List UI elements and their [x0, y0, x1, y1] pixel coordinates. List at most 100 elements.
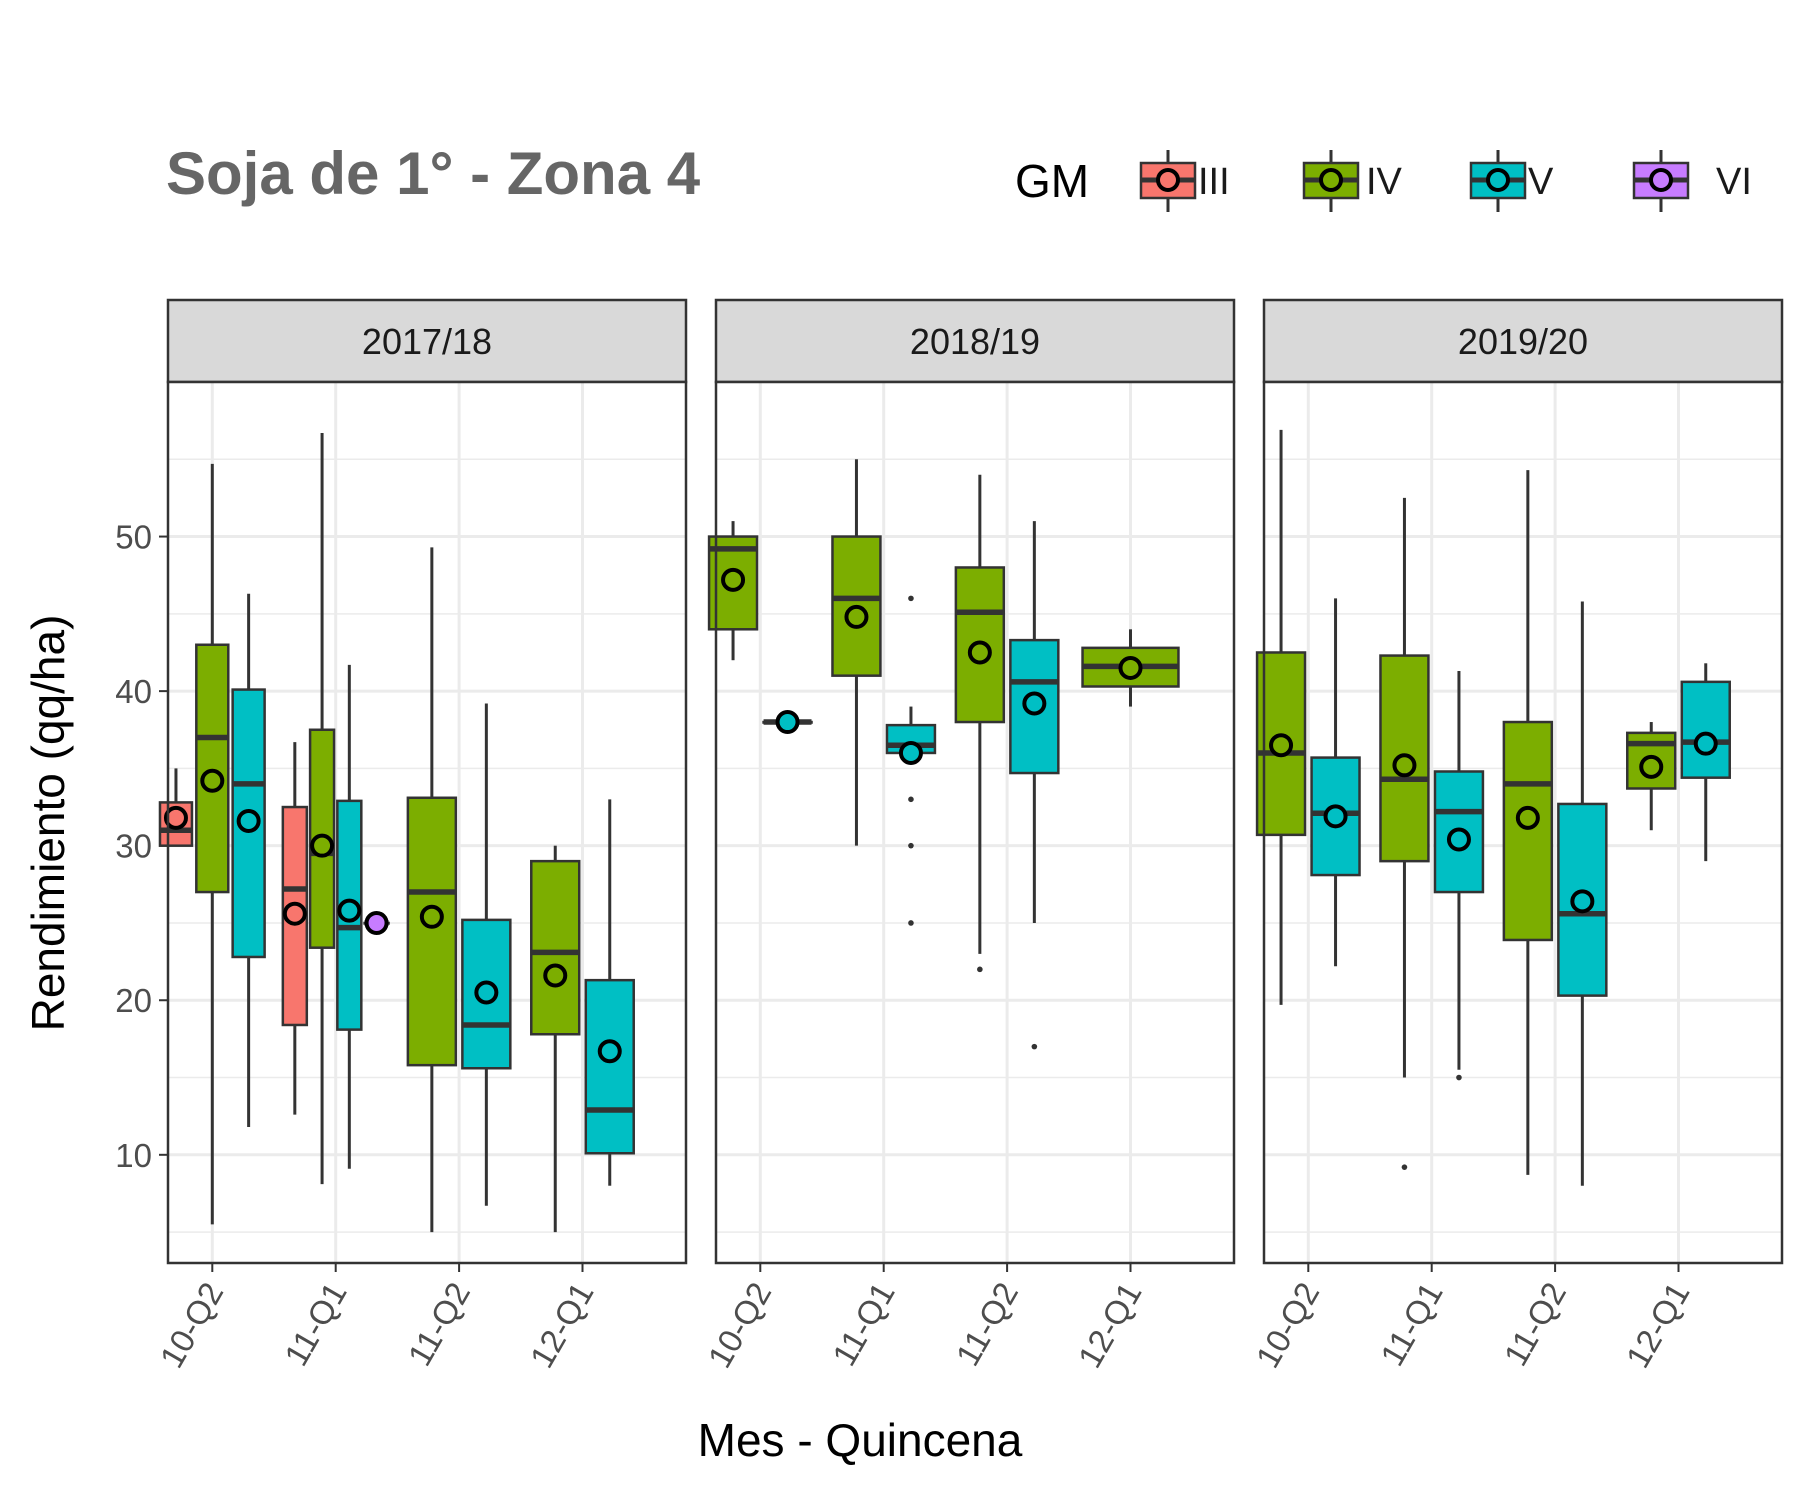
facet-strip-label: 2019/20 [1458, 321, 1588, 362]
facet-strip [166, 298, 688, 384]
facet-strip [714, 298, 1236, 384]
boxplot-11-q2-gm-v [461, 703, 512, 1206]
mean-point [543, 963, 568, 988]
mean-point [1022, 691, 1047, 716]
boxplot-10-q2-gm-iv [195, 463, 230, 1225]
boxplot-10-q2-gm-iii [158, 768, 194, 847]
facet-strip-label: 2017/18 [362, 321, 492, 362]
boxplot-11-q2-gm-iv [954, 474, 1006, 973]
mean-point [721, 567, 746, 592]
box [1502, 720, 1554, 942]
boxplot-11-q2-gm-iv [406, 547, 458, 1233]
boxplot-10-q2-gm-v [1310, 598, 1361, 967]
mean-point [419, 904, 444, 929]
outlier-point [908, 796, 914, 803]
mean-point [1323, 804, 1348, 829]
outlier-point [1401, 1164, 1408, 1170]
mean-point [1118, 655, 1143, 680]
legend-key-point [1319, 168, 1343, 192]
legend-key-iii: III [1139, 150, 1230, 212]
y-tick-label: 40 [115, 673, 152, 710]
legend-label: IV [1366, 161, 1403, 203]
box [195, 643, 230, 894]
panel-grid [716, 382, 1234, 1263]
legend-label: V [1528, 161, 1554, 203]
legend-key-point [1486, 168, 1510, 192]
mean-point [1693, 731, 1718, 756]
mean-point [597, 1039, 622, 1064]
mean-point [1269, 733, 1294, 758]
boxplot-12-q1-gm-iv [530, 845, 581, 1233]
legend: GM III IV V VI [1015, 150, 1752, 212]
boxplot-11-q1-gm-v [1433, 671, 1485, 1081]
box [1433, 770, 1485, 894]
box [1680, 680, 1731, 779]
mean-point [337, 898, 362, 923]
panel-border [1262, 380, 1784, 1265]
outlier-point [1456, 1074, 1462, 1081]
y-tick-label: 30 [115, 828, 152, 865]
boxplot-11-q1-gm-iv [1379, 497, 1430, 1170]
box [406, 796, 458, 1067]
panel-border [714, 380, 1236, 1265]
box [584, 978, 635, 1155]
mean-point [898, 740, 923, 765]
boxplots [158, 433, 635, 1233]
y-tick-label: 10 [115, 1137, 152, 1174]
outlier-point [977, 966, 983, 973]
y-tick-label: 50 [115, 519, 152, 556]
y-axis: 10 20 30 40 50 [115, 519, 168, 1174]
boxplot-12-q1-gm-iv [1626, 722, 1677, 831]
y-axis-title: Rendimiento (qq/ha) [22, 615, 74, 1032]
facet-strip [1262, 298, 1784, 384]
legend-key-point [1649, 168, 1673, 192]
facet-strip-label: 2018/19 [910, 321, 1040, 362]
boxplot-11-q1-gm-iii [281, 742, 309, 1115]
outlier-point [908, 595, 914, 602]
mean-point [967, 640, 992, 665]
boxplot-11-q1-gm-iv [308, 433, 336, 1185]
x-axis-title: Mes - Quincena [698, 1414, 1023, 1466]
mean-point [1392, 753, 1417, 778]
mean-point [775, 710, 800, 735]
panel-background [716, 382, 1234, 1263]
y-tick-label: 20 [115, 982, 152, 1019]
boxplot-11-q1-gm-v [885, 595, 937, 926]
boxplot-12-q1-gm-v [584, 799, 635, 1186]
boxplot-11-q1-gm-iv [831, 459, 882, 846]
mean-point [364, 910, 389, 935]
boxplot-11-q1-gm-v [336, 664, 363, 1169]
mean-point [310, 833, 335, 858]
legend-label: III [1198, 161, 1230, 203]
chart-title: Soja de 1° - Zona 4 [166, 140, 701, 207]
mean-point [163, 805, 188, 830]
boxplot-11-q2-gm-v [1557, 601, 1608, 1186]
boxplot-11-q2-gm-v [1009, 521, 1060, 1050]
box [530, 859, 581, 1036]
legend-key-iv: IV [1302, 150, 1403, 212]
boxplot-10-q2-gm-v [762, 710, 813, 735]
panel-border [166, 380, 688, 1265]
mean-point [474, 980, 499, 1005]
boxplot-12-q1-gm-iv [1081, 629, 1180, 707]
boxplot-12-q1-gm-v [1680, 663, 1731, 862]
legend-key-point [1156, 168, 1180, 192]
outlier-point [1031, 1043, 1038, 1050]
mean-point [1446, 827, 1471, 852]
outlier-point [908, 920, 914, 926]
boxplot-11-q1-gm-vi [363, 910, 390, 935]
boxplot-10-q2-gm-v [231, 593, 266, 1127]
mean-point [282, 901, 307, 926]
mean-point [844, 604, 869, 629]
mean-point [236, 808, 261, 833]
legend-key-vi: VI [1632, 150, 1752, 212]
legend-label: VI [1716, 161, 1752, 203]
mean-point [1639, 754, 1664, 779]
mean-point [200, 768, 225, 793]
boxplot-11-q2-gm-iv [1502, 470, 1554, 1175]
